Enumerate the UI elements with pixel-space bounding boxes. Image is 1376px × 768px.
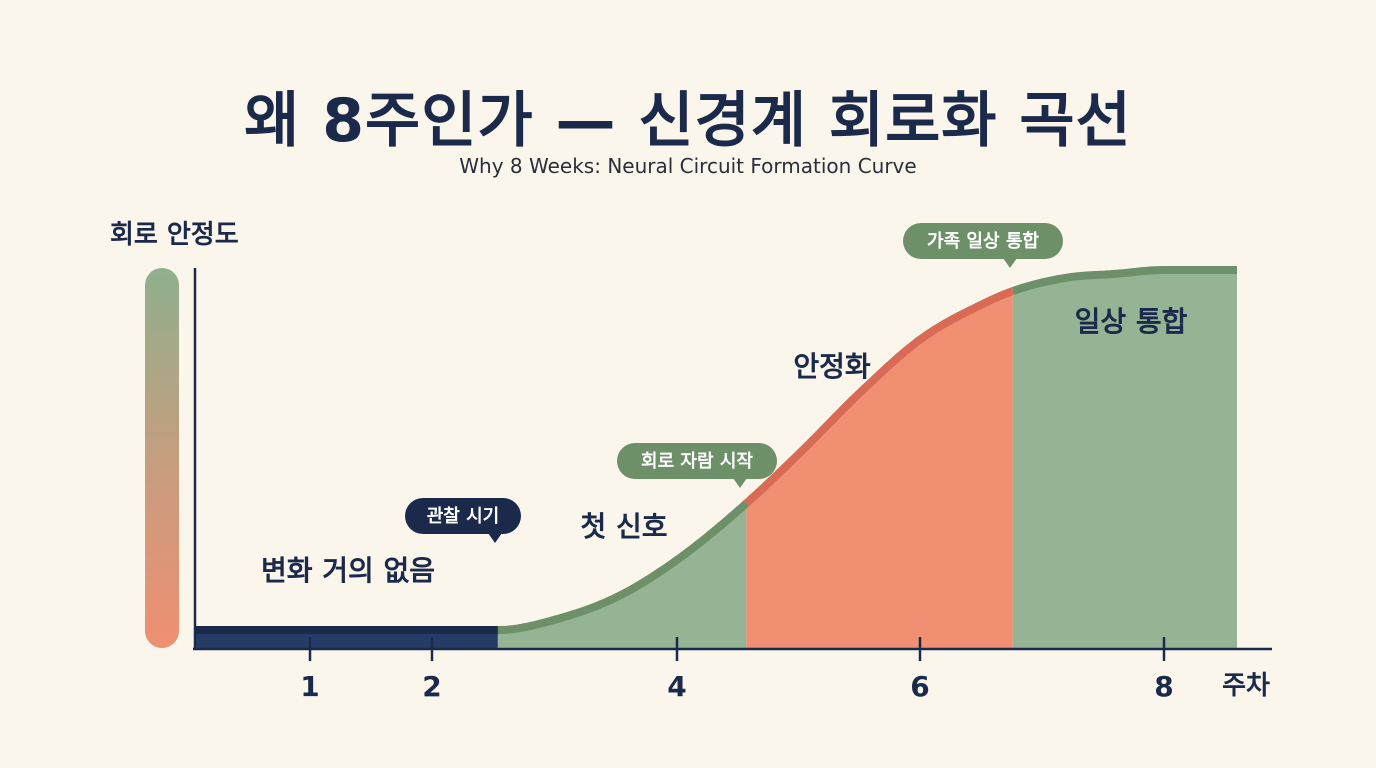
phase-area-1	[195, 630, 498, 649]
phase-area-3	[746, 291, 1013, 649]
phase-label-4: 일상 통합	[1075, 305, 1188, 338]
y-axis-label: 회로 안정도	[110, 220, 239, 250]
callout-tail-1	[488, 533, 502, 543]
phase-curve-line-2	[497, 500, 749, 634]
stability-gradient-bar	[145, 268, 179, 648]
callout-bubble-2	[617, 443, 777, 479]
axes	[193, 268, 1272, 651]
x-tick-label-2: 2	[422, 670, 441, 703]
callout-tail-2	[733, 478, 747, 488]
callout-text-2: 회로 자람 시작	[641, 451, 753, 472]
phase-label-1: 변화 거의 없음	[261, 554, 435, 587]
phase-label-3: 안정화	[793, 350, 871, 383]
annotations: 관찰 시기 회로 자람 시작 가족 일상 통합	[405, 223, 1063, 543]
x-tick-label-8: 8	[1154, 670, 1173, 703]
x-tick-label-1: 1	[300, 670, 319, 703]
chart-title: 왜 8주인가 — 신경계 회로화 곡선	[244, 86, 1132, 156]
callout-tail-3	[1003, 258, 1017, 268]
callout-text-1: 관찰 시기	[427, 506, 500, 527]
callout-text-3: 가족 일상 통합	[927, 230, 1039, 252]
phase-label-2: 첫 신호	[580, 510, 667, 543]
chart-subtitle: Why 8 Weeks: Neural Circuit Formation Cu…	[459, 154, 917, 178]
phase-area-2	[497, 503, 747, 649]
phase-curve-line-3	[743, 287, 1015, 507]
curve-lines	[195, 266, 1237, 634]
x-tick-label-4: 4	[667, 670, 686, 703]
x-axis-unit: 주차	[1222, 671, 1270, 701]
x-tick-label-6: 6	[910, 670, 929, 703]
callout-bubble-1	[405, 498, 521, 534]
phase-areas	[195, 270, 1237, 649]
phase-labels: 변화 거의 없음 첫 신호 안정화 일상 통합	[261, 305, 1188, 587]
phase-curve-line-4	[1011, 266, 1237, 295]
x-ticks: 1 2 4 6 8	[300, 637, 1174, 703]
phase-area-4	[1012, 270, 1237, 649]
callout-bubble-3	[903, 223, 1063, 259]
